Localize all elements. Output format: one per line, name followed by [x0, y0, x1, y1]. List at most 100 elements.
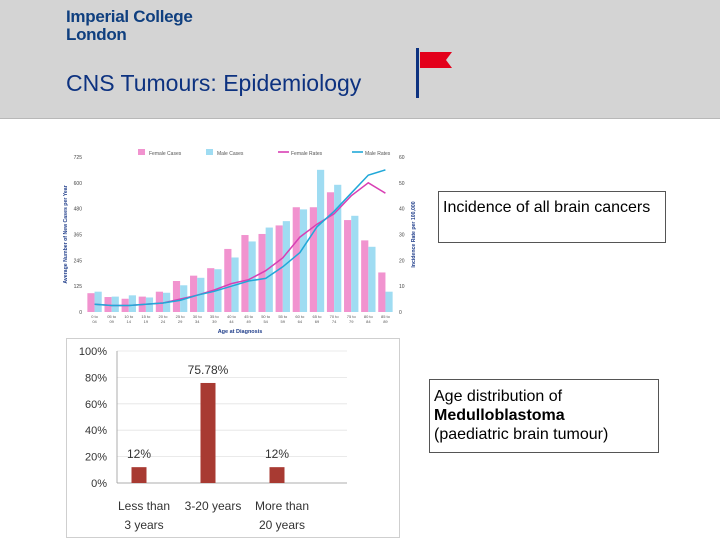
y-tick-label: 725 — [74, 155, 83, 161]
x-tick-label: 69 — [315, 319, 320, 324]
bar-male-cases — [385, 291, 393, 312]
age-callout: Age distribution of Medulloblastoma (pae… — [429, 379, 659, 453]
y-tick-label: 480 — [74, 207, 83, 213]
incidence-chart: Female Cases Male Cases Female Rates Male R… — [63, 149, 417, 335]
y2-tick-label: 0 — [399, 310, 402, 316]
x-tick-label: 49 — [246, 319, 251, 324]
x-tick-label: 89 — [383, 319, 388, 324]
x-tick-label: 14 — [127, 319, 132, 324]
bar-female-cases — [292, 207, 300, 312]
y-tick-label: 125 — [74, 284, 83, 290]
bar-male-cases — [317, 169, 325, 312]
x-tick-label: 20 to — [159, 314, 169, 319]
data-label: 75.78% — [188, 363, 229, 377]
x-tick-label: 35 to — [210, 314, 220, 319]
incidence-callout-text: Incidence of all brain cancers — [443, 199, 651, 216]
y2-axis-label: Incidence Rate per 100,000 — [411, 201, 417, 267]
x-tick-label: 30 to — [193, 314, 203, 319]
x-tick-label: 80 to — [364, 314, 374, 319]
bar-female-cases — [309, 207, 317, 312]
y-tick-label: 0 — [79, 310, 82, 316]
x-tick-label: 40 to — [227, 314, 237, 319]
bar-female-cases — [190, 275, 198, 312]
y-tick-label: 40% — [85, 425, 107, 437]
x-tick-label: 60 to — [295, 314, 305, 319]
x-axis-label: Age at Diagnosis — [218, 329, 263, 335]
y2-tick-label: 50 — [399, 181, 405, 187]
x-tick-label: 75 to — [347, 314, 357, 319]
line-male-rates — [94, 169, 386, 307]
age-callout-line3: (paediatric brain tumour) — [434, 426, 609, 443]
x-tick-label: 45 to — [244, 314, 254, 319]
bar-female-cases — [378, 272, 386, 312]
x-tick-label: 0 to — [91, 314, 98, 319]
bar-female-cases — [361, 240, 369, 312]
x-tick-label: 24 — [161, 319, 166, 324]
x-tick-label: 44 — [229, 319, 234, 324]
x-tick-label: 70 to — [330, 314, 340, 319]
red-flag-icon — [416, 48, 452, 98]
legend-label: Female Cases — [149, 151, 182, 157]
bar-male-cases — [334, 184, 342, 312]
x-tick-label: 39 — [212, 319, 217, 324]
x-tick-label: 04 — [92, 319, 97, 324]
x-tick-label: 74 — [332, 319, 337, 324]
y2-tick-label: 40 — [399, 207, 405, 213]
logo-line2: London — [66, 25, 127, 44]
imperial-college-logo: Imperial College London — [66, 8, 193, 44]
x-tick-label: 3 years — [124, 518, 163, 532]
slide-title: CNS Tumours: Epidemiology — [66, 70, 362, 96]
bar-male-cases — [128, 295, 136, 312]
bar-female-cases — [87, 293, 95, 312]
y-tick-label: 100% — [79, 346, 107, 358]
y-tick-label: 20% — [85, 452, 107, 464]
bar-female-cases — [172, 281, 181, 312]
y-tick-label: 600 — [74, 181, 83, 187]
header-band — [0, 0, 720, 119]
x-tick-label: 25 to — [176, 314, 186, 319]
bar-age-group — [269, 467, 285, 483]
x-tick-label: 79 — [349, 319, 354, 324]
x-tick-label: 84 — [366, 319, 371, 324]
x-tick-label: Less than — [118, 499, 170, 513]
bar-age-group — [131, 467, 147, 483]
age-callout-line1: Age distribution of — [434, 388, 563, 405]
x-tick-label: 34 — [195, 319, 200, 324]
data-label: 12% — [265, 447, 289, 461]
bar-female-cases — [241, 235, 249, 312]
bar-female-cases — [155, 291, 163, 312]
bar-male-cases — [282, 221, 290, 312]
x-tick-label: 85 to — [381, 314, 391, 319]
bar-male-cases — [248, 241, 256, 312]
bar-female-cases — [326, 192, 335, 312]
x-tick-label: 09 — [109, 319, 114, 324]
bar-female-cases — [224, 248, 232, 312]
x-tick-label: 50 to — [261, 314, 271, 319]
x-tick-label: 55 to — [278, 314, 288, 319]
bar-female-cases — [207, 268, 215, 312]
x-tick-label: 59 — [281, 319, 286, 324]
y2-tick-label: 10 — [399, 284, 405, 290]
x-tick-label: 3-20 years — [185, 499, 242, 513]
y2-tick-label: 30 — [399, 233, 405, 239]
y-axis-label: Average Number of New Cases per Year — [63, 185, 69, 283]
x-tick-label: 05 to — [107, 314, 117, 319]
bar-female-cases — [344, 220, 352, 312]
bar-male-cases — [299, 209, 308, 312]
x-tick-label: 54 — [263, 319, 268, 324]
x-tick-label: 10 to — [124, 314, 134, 319]
incidence-callout: Incidence of all brain cancers — [438, 191, 666, 243]
bar-male-cases — [368, 246, 376, 312]
legend-label: Male Cases — [217, 151, 244, 157]
x-tick-label: 29 — [178, 319, 183, 324]
x-tick-label: More than — [255, 499, 309, 513]
legend-swatch — [138, 149, 145, 155]
logo-line1: Imperial College — [66, 7, 193, 26]
medulloblastoma-chart: 0% 20% 40% 60% 80% 100% 12% Less than 3 years 75.… — [79, 346, 347, 532]
bar-male-cases — [351, 215, 359, 312]
y-tick-label: 0% — [91, 478, 107, 490]
legend-swatch — [206, 149, 213, 155]
y-tick-label: 60% — [85, 399, 107, 411]
y-tick-label: 365 — [74, 233, 83, 239]
x-tick-label: 65 to — [313, 314, 323, 319]
